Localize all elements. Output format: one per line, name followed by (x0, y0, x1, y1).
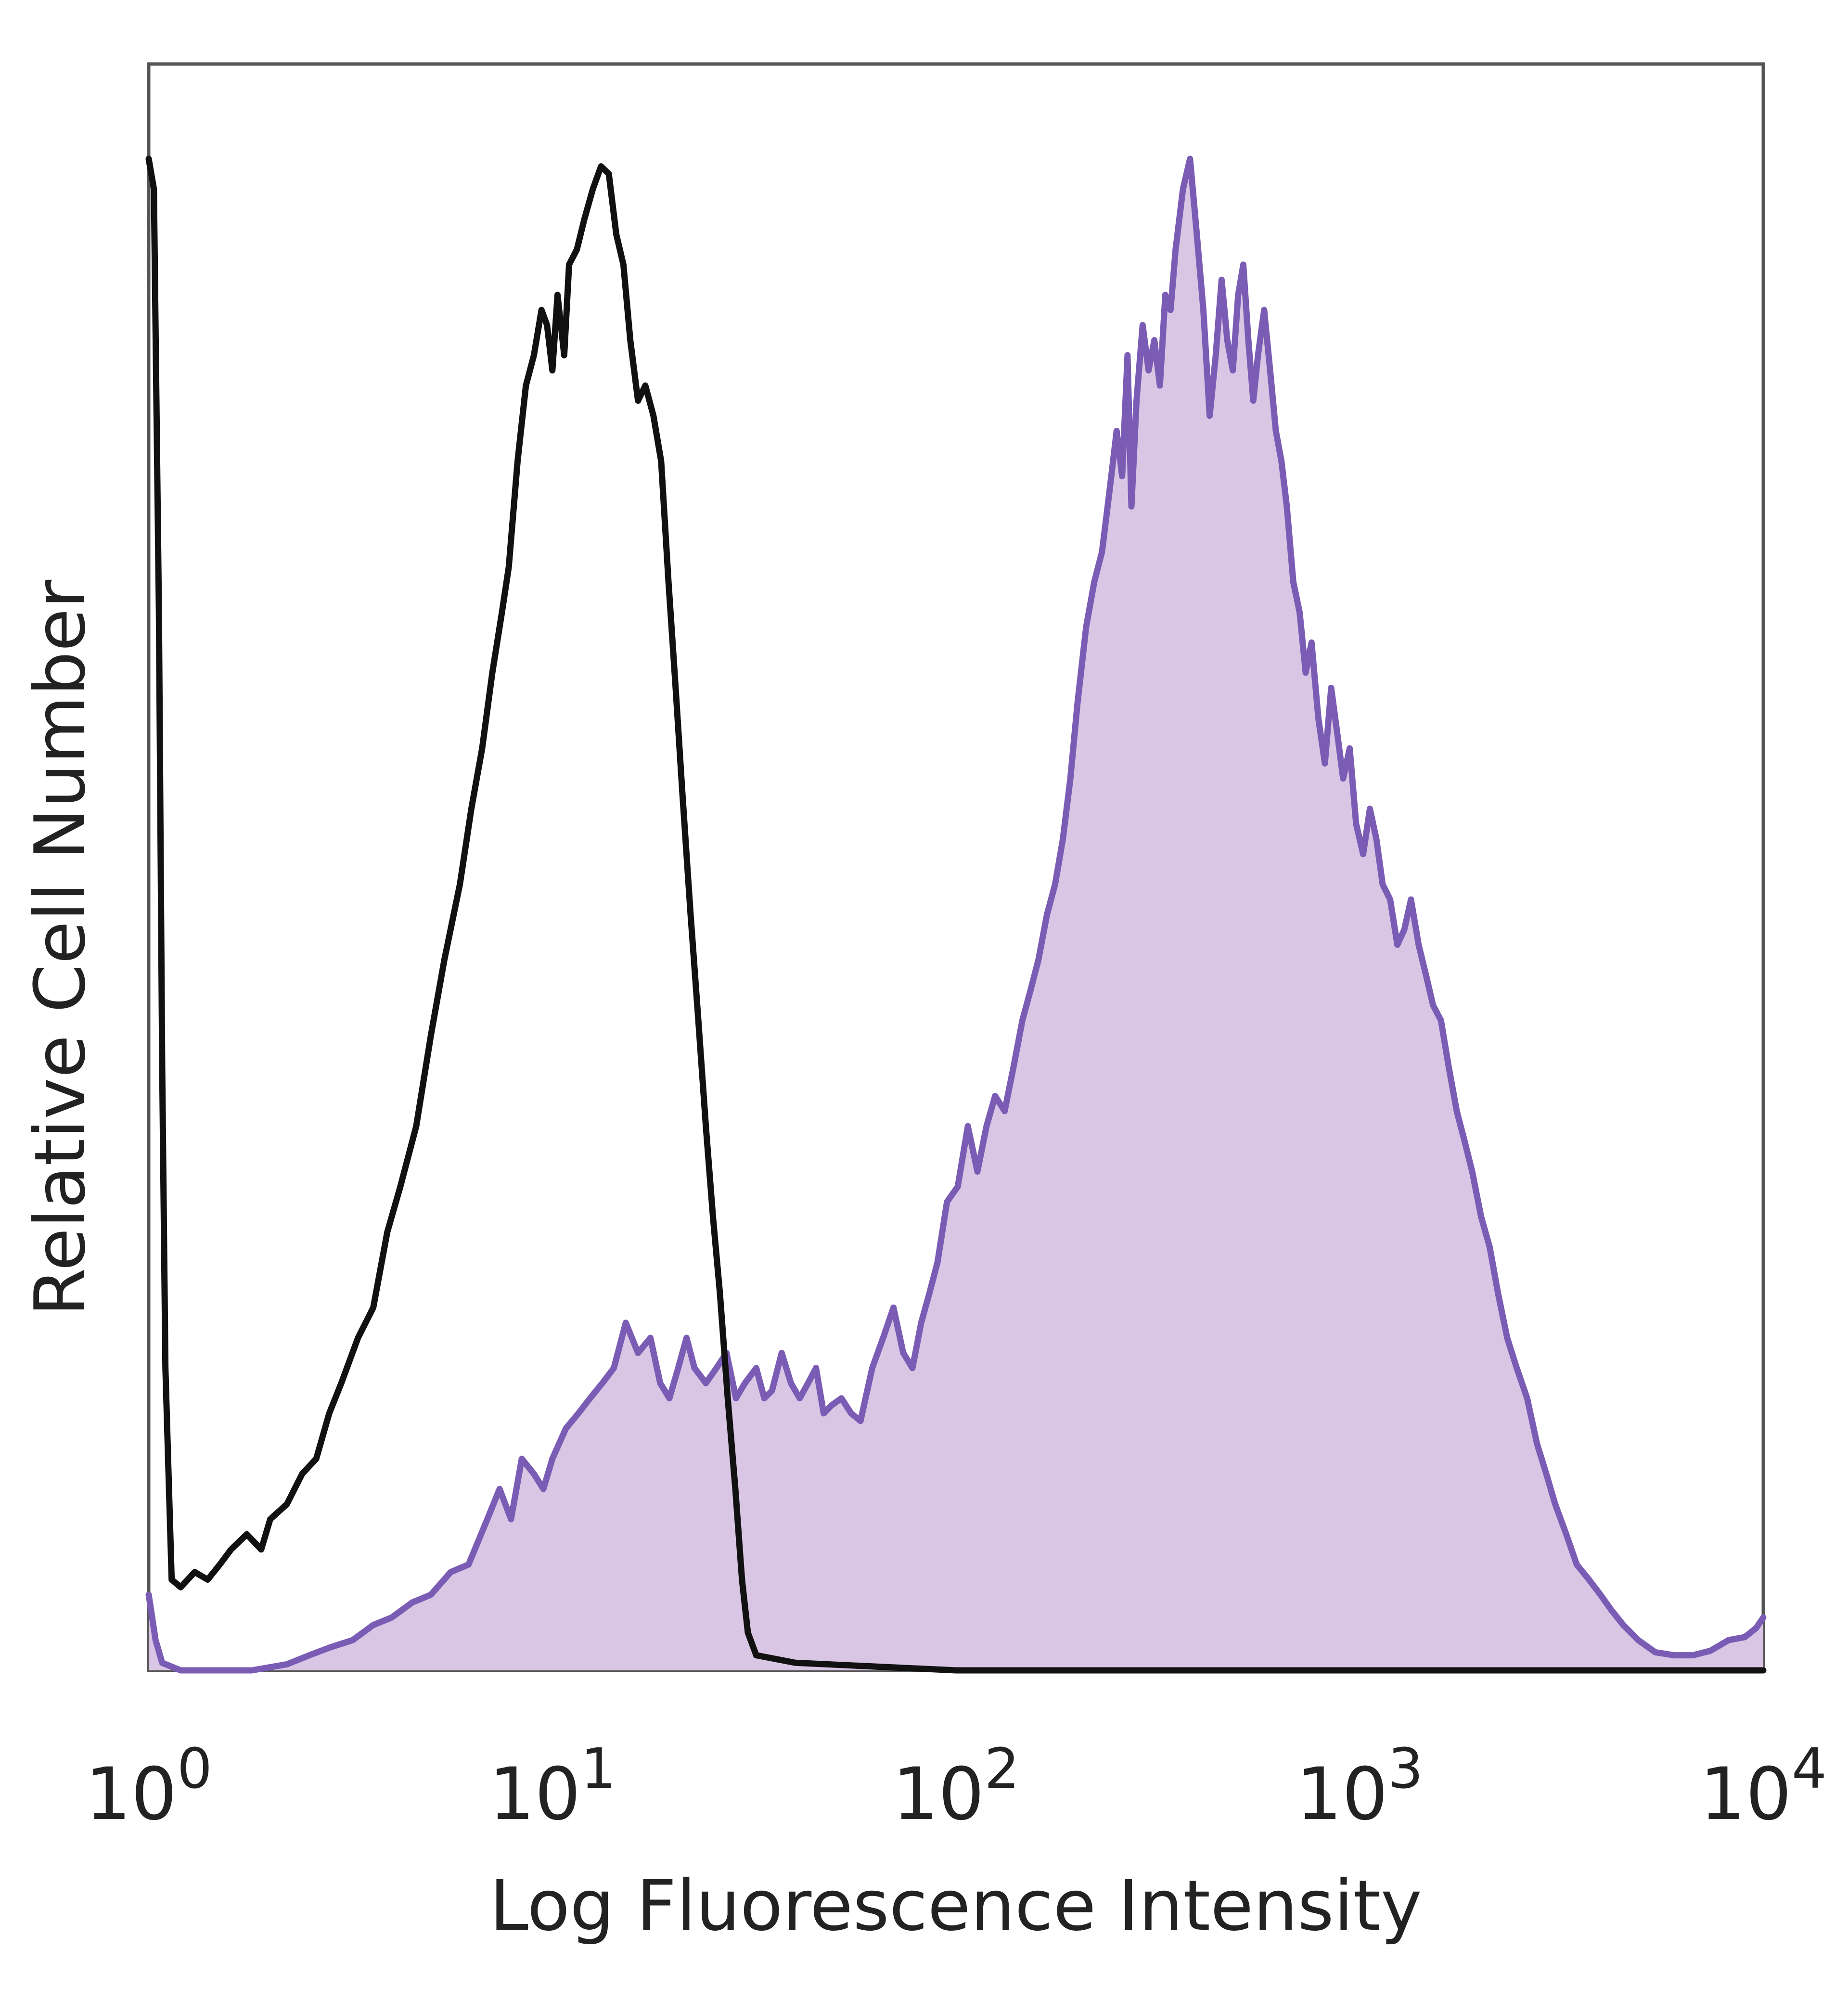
x-tick-label-0: 100 (85, 1737, 212, 1836)
x-tick-label-3: 103 (1296, 1737, 1423, 1836)
series-1-fill (149, 159, 1763, 1670)
series-1-line (145, 155, 1767, 1674)
x-tick-label-1: 101 (489, 1737, 616, 1836)
x-axis-title: Log Fluorescence Intensity (489, 1865, 1422, 1947)
y-axis-title: Relative Cell Number (20, 579, 101, 1316)
series-layer (145, 155, 1767, 1674)
x-tick-label-2: 102 (892, 1737, 1019, 1836)
series-0-line (145, 155, 1767, 1674)
x-tick-label-4: 104 (1700, 1737, 1827, 1836)
x-axis-ticks: 100 101 102 103 104 (85, 1737, 1827, 1836)
